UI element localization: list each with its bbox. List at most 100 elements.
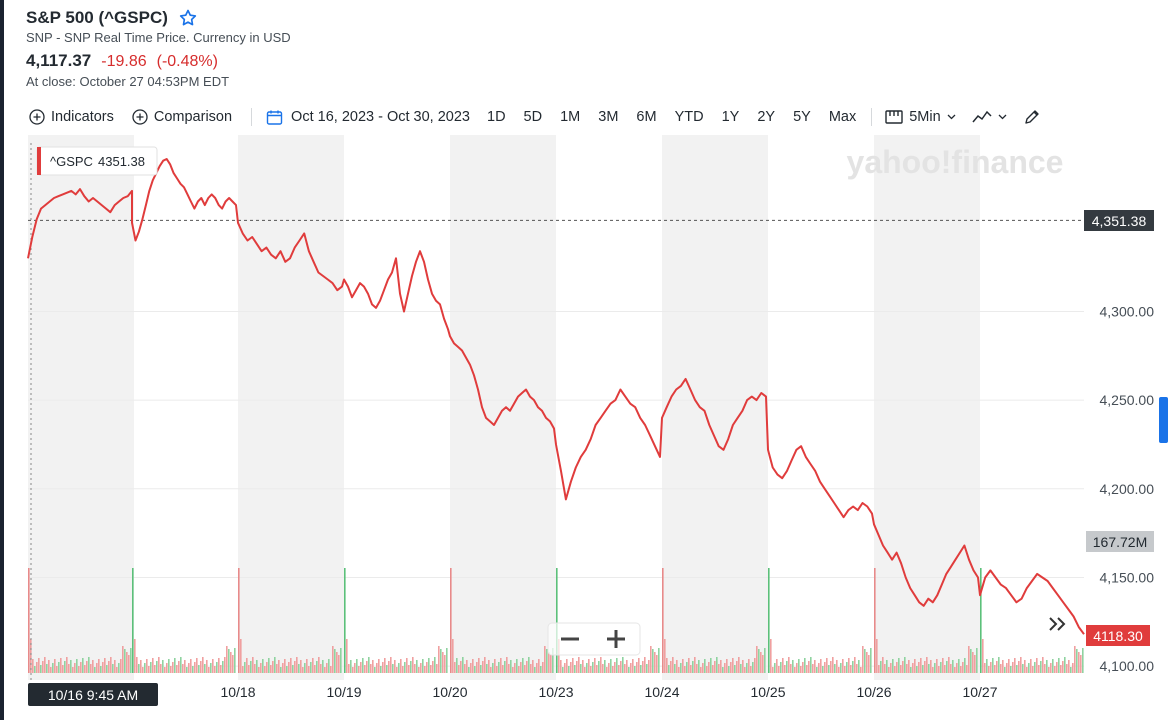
volume-bar (524, 665, 526, 673)
volume-bar (190, 659, 192, 673)
volume-bar (998, 657, 1000, 673)
volume-bar (360, 662, 362, 673)
volume-bar (996, 661, 998, 673)
range-button-1y[interactable]: 1Y (721, 109, 740, 125)
volume-bar (156, 661, 158, 673)
volume-bar (938, 666, 940, 673)
volume-bar (648, 660, 650, 673)
volume-bar (318, 657, 320, 673)
volume-bar (364, 665, 366, 673)
date-range-picker[interactable]: Oct 16, 2023 - Oct 30, 2023 (260, 109, 478, 126)
day-shade (238, 135, 344, 680)
comparison-button[interactable]: Comparison (127, 109, 237, 125)
volume-bar (438, 646, 440, 673)
volume-bar (498, 662, 500, 673)
volume-bar (454, 662, 456, 673)
interval-dropdown[interactable]: 5Min (880, 109, 960, 125)
scroll-right-button[interactable] (1040, 609, 1076, 639)
volume-bar (78, 666, 80, 673)
range-button-5y[interactable]: 5Y (793, 109, 811, 125)
volume-bar (262, 659, 264, 673)
volume-bar (794, 667, 796, 673)
volume-bar (348, 664, 350, 673)
volume-bar (462, 657, 464, 673)
volume-bar (314, 665, 316, 673)
range-button-5d[interactable]: 5D (523, 109, 543, 125)
volume-bar (704, 659, 706, 673)
volume-bar (474, 666, 476, 673)
range-button-1m[interactable]: 1M (560, 109, 581, 125)
volume-bar (1044, 664, 1046, 673)
volume-bar (302, 667, 304, 673)
volume-bar (58, 662, 60, 673)
volume-bar (1068, 660, 1070, 673)
range-button-1d[interactable]: 1D (487, 109, 506, 125)
volume-bar (114, 660, 116, 673)
volume-bar (278, 660, 280, 673)
volume-bar (526, 661, 528, 673)
volume-bar (212, 659, 214, 673)
volume-bar (866, 652, 868, 673)
volume-bar (44, 657, 46, 673)
price-chart[interactable]: yahoo!finance 4,100.00 4,150.00 4,200.00 4,… (0, 135, 1168, 720)
star-icon[interactable] (178, 8, 198, 28)
toolbar-divider (251, 108, 253, 126)
volume-bar (370, 664, 372, 673)
volume-bar (728, 666, 730, 673)
indicators-button[interactable]: Indicators (24, 109, 119, 125)
y-tick-label: 4,250.00 (1100, 392, 1155, 408)
range-button-6m[interactable]: 6M (636, 109, 657, 125)
volume-bar (598, 661, 600, 673)
volume-bar (38, 658, 40, 673)
volume-bar (720, 660, 722, 673)
range-button-max[interactable]: Max (828, 109, 857, 125)
volume-bar (1070, 667, 1072, 673)
legend-symbol: ^GSPC (50, 154, 93, 169)
volume-bar (326, 663, 328, 673)
volume-bar (1014, 658, 1016, 673)
volume-bar (234, 648, 236, 673)
volume-bar (196, 658, 198, 673)
volume-bar (286, 666, 288, 673)
draw-button[interactable] (1018, 108, 1046, 126)
day-shade (450, 135, 556, 680)
volume-bar (266, 662, 268, 673)
volume-bar (836, 660, 838, 673)
volume-bar (944, 665, 946, 673)
chart-type-dropdown[interactable] (967, 110, 1012, 124)
volume-bar (148, 666, 150, 673)
volume-bar (560, 660, 562, 673)
volume-bar (580, 664, 582, 673)
zoom-out-button[interactable] (550, 625, 592, 653)
volume-bar (260, 663, 262, 673)
volume-bar (36, 662, 38, 673)
volume-bar (770, 639, 772, 673)
volume-bar (500, 658, 502, 673)
volume-bar (80, 662, 82, 673)
volume-bar (96, 663, 98, 673)
volume-bar (1038, 665, 1040, 673)
volume-bar (732, 658, 734, 673)
range-button-2y[interactable]: 2Y (757, 109, 776, 125)
volume-bar (136, 657, 138, 673)
zoom-in-button[interactable] (596, 625, 638, 653)
volume-bar (510, 660, 512, 673)
volume-bar (798, 659, 800, 673)
side-panel-tab[interactable] (1159, 397, 1168, 443)
volume-bar (60, 658, 62, 673)
volume-bar (332, 646, 334, 673)
range-button-ytd[interactable]: YTD (674, 109, 704, 125)
volume-bar (444, 655, 446, 673)
volume-bar (562, 667, 564, 673)
volume-bar (68, 664, 70, 673)
volume-bar (1048, 667, 1050, 673)
range-button-3m[interactable]: 3M (598, 109, 619, 125)
volume-bar (730, 662, 732, 673)
volume-bar (496, 666, 498, 673)
volume-bar (76, 659, 78, 673)
volume-bar (806, 665, 808, 673)
volume-bar (178, 661, 180, 673)
volume-bar (760, 652, 762, 673)
volume-bar (884, 664, 886, 673)
volume-bar (552, 648, 554, 673)
